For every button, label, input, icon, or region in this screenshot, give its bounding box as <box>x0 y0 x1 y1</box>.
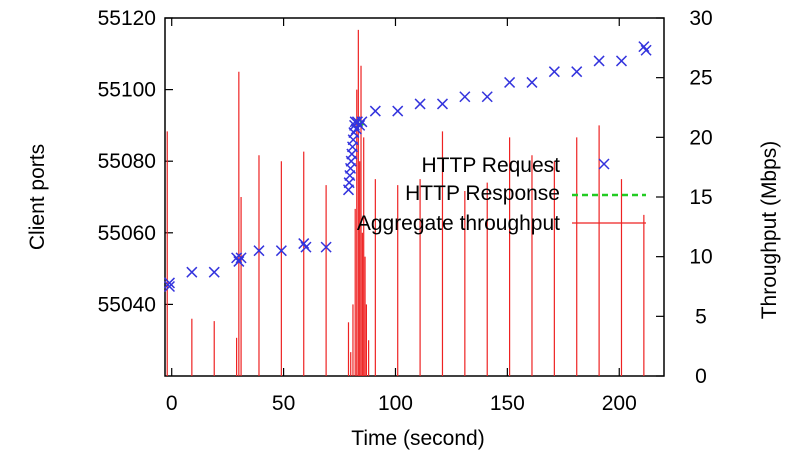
legend-marker-request <box>598 158 610 170</box>
y-left-tick-label: 55100 <box>98 79 156 102</box>
request-point <box>320 241 332 253</box>
request-point <box>356 116 368 128</box>
legend-label-throughput: Aggregate throughput <box>357 212 560 235</box>
throughput-series <box>166 29 645 376</box>
request-point <box>235 252 247 264</box>
x-tick-label: 150 <box>490 392 525 415</box>
request-point <box>459 91 471 103</box>
tick-group: 0 50 100 150 200 55040 55060 55080 55100 55120 0 5 1… <box>98 7 713 415</box>
request-point <box>526 76 538 88</box>
y-left-tick-label: 55040 <box>98 293 156 316</box>
request-point <box>436 98 449 110</box>
y-left-axis-label: Client ports <box>26 144 49 250</box>
legend-label-response: HTTP Response <box>405 182 560 205</box>
x-axis-label: Time (second) <box>351 427 484 450</box>
request-point <box>392 105 404 117</box>
request-point <box>163 280 176 293</box>
y-right-tick-label: 10 <box>689 246 712 269</box>
request-point <box>548 66 560 78</box>
legend: HTTP Request HTTP Response Aggregate thr… <box>357 154 646 235</box>
request-point <box>414 98 426 110</box>
y-right-tick-label: 15 <box>689 186 712 209</box>
y-right-axis-label: Throughput (Mbps) <box>758 141 781 320</box>
request-series <box>163 41 652 293</box>
y-left-tick-label: 55060 <box>98 222 156 245</box>
y-right-tick-label: 30 <box>689 7 712 30</box>
request-point <box>275 245 287 257</box>
request-point <box>481 91 493 103</box>
request-point <box>186 266 198 278</box>
request-point <box>571 66 583 78</box>
request-point <box>163 277 176 289</box>
request-point <box>504 76 516 88</box>
x-tick-label: 200 <box>602 392 637 415</box>
y-right-tick-label: 5 <box>695 305 707 328</box>
request-point <box>593 55 605 67</box>
request-point <box>615 55 628 67</box>
y-left-tick-label: 55120 <box>98 7 156 30</box>
y-right-tick-label: 25 <box>689 67 712 90</box>
request-point <box>640 44 652 56</box>
y-right-tick-label: 20 <box>689 126 712 149</box>
y-right-tick-label: 0 <box>695 365 707 388</box>
request-point <box>369 105 381 117</box>
request-point <box>300 241 312 253</box>
request-point <box>638 41 650 53</box>
x-tick-label: 50 <box>272 392 295 415</box>
x-tick-label: 100 <box>378 392 413 415</box>
request-point <box>253 245 265 257</box>
x-tick-label: 0 <box>166 392 178 415</box>
request-point <box>208 266 220 278</box>
y-left-tick-label: 55080 <box>98 150 156 173</box>
legend-label-request: HTTP Request <box>422 154 561 177</box>
